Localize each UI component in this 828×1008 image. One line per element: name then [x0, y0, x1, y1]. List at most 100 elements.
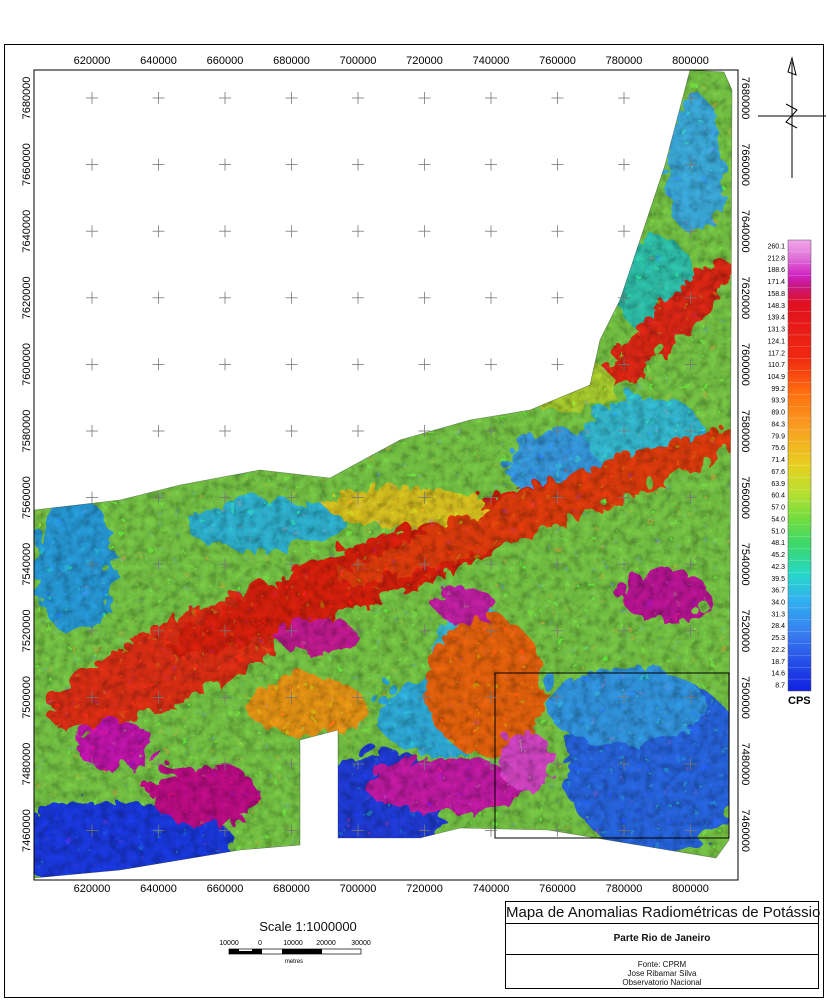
grid-cross: [219, 691, 231, 704]
grid-cross: [418, 558, 431, 571]
grid-cross: [219, 291, 231, 304]
grid-cross: [418, 225, 431, 238]
legend-value: 99.2: [771, 386, 785, 393]
grid-cross: [219, 824, 231, 837]
legend-value: 51.0: [771, 528, 785, 535]
grid-cross: [219, 225, 231, 238]
legend-value: 39.5: [771, 576, 785, 583]
grid-cross: [285, 92, 298, 104]
grid-cross: [352, 758, 364, 770]
grid-cross: [418, 758, 431, 770]
grid-cross: [285, 491, 298, 504]
grid-cross: [684, 758, 697, 770]
grid-cross: [684, 624, 697, 637]
grid-cross: [86, 691, 98, 704]
y-tick-label: 7480000: [739, 743, 751, 786]
legend-value: 28.4: [771, 623, 785, 630]
scale-title: Scale 1:1000000: [259, 919, 357, 934]
x-tick-label: 740000: [473, 883, 510, 895]
grid-cross: [86, 491, 98, 504]
x-tick-label: 640000: [140, 883, 177, 895]
grid-cross: [684, 358, 697, 371]
x-tick-label: 780000: [606, 55, 643, 67]
grid-cross: [618, 491, 630, 504]
grid-cross: [285, 558, 298, 571]
grid-cross: [485, 225, 497, 238]
x-tick-label: 740000: [473, 55, 510, 67]
grid-cross: [551, 824, 564, 837]
scale-label: 20000: [316, 940, 336, 947]
grid-cross: [551, 624, 564, 637]
legend-value: 212.8: [767, 255, 785, 262]
grid-cross: [618, 291, 630, 304]
grid-cross: [285, 291, 298, 304]
y-tick-label: 7500000: [739, 676, 751, 719]
grid-cross: [352, 358, 364, 371]
x-tick-label: 660000: [207, 55, 244, 67]
legend-value: 14.6: [771, 671, 785, 678]
legend-value: 117.2: [768, 350, 785, 357]
grid-cross: [285, 358, 298, 371]
x-tick-label: 660000: [207, 883, 244, 895]
legend-value: 158.8: [767, 291, 785, 298]
grid-cross: [152, 558, 165, 571]
grid-cross: [485, 291, 497, 304]
grid-cross: [285, 824, 298, 837]
grid-cross: [352, 624, 364, 637]
grid-cross: [684, 225, 697, 238]
grid-cross: [684, 491, 697, 504]
legend-value: 84.3: [771, 421, 785, 428]
survey-boundary: [33, 69, 733, 879]
grid-cross: [485, 491, 497, 504]
grid-cross: [86, 225, 98, 238]
legend-value: 79.9: [771, 433, 785, 440]
grid-cross: [618, 758, 630, 770]
credit-line: Jose Ribamar Silva: [627, 969, 697, 978]
legend-value: 67.6: [771, 469, 785, 476]
legend-value: 139.4: [767, 315, 785, 322]
grid-cross: [418, 92, 431, 104]
y-tick-label: 7560000: [21, 476, 33, 519]
grid-cross: [551, 358, 564, 371]
grid-cross: [152, 491, 165, 504]
grid-cross: [684, 92, 697, 104]
x-tick-label: 720000: [406, 883, 443, 895]
grid-cross: [352, 425, 364, 437]
grid-cross: [285, 158, 298, 171]
grid-cross: [551, 691, 564, 704]
color-scale-legend: 260.1 212.8 188.6 171.4 158.8 148.3 139.4 131.3…: [767, 239, 812, 707]
grid-cross: [418, 425, 431, 437]
grid-cross: [485, 691, 497, 704]
scale-label: 0: [258, 940, 262, 947]
y-tick-label: 7580000: [739, 410, 751, 453]
legend-value: 260.1: [767, 243, 785, 250]
grid-cross: [352, 225, 364, 238]
grid-cross: [618, 425, 630, 437]
credits: Fonte: CPRM Jose Ribamar Silva Observato…: [506, 955, 818, 987]
grid-cross: [86, 758, 98, 770]
north-arrow-icon: [758, 56, 826, 178]
x-tick-label: 760000: [539, 883, 576, 895]
legend-value: 31.3: [771, 611, 785, 618]
grid-cross: [618, 558, 630, 571]
y-tick-label: 7500000: [21, 676, 33, 719]
legend-value: 131.3: [767, 327, 785, 334]
x-tick-label: 760000: [539, 55, 576, 67]
legend-value: 42.3: [771, 564, 785, 571]
x-tick-label: 780000: [606, 883, 643, 895]
grid-cross: [285, 624, 298, 637]
grid-cross: [418, 158, 431, 171]
y-axis-left-labels: 7680000 7660000 7640000 7620000 7600000 75800…: [21, 77, 33, 852]
legend-value: 71.4: [771, 457, 785, 464]
grid-cross: [219, 491, 231, 504]
grid-cross: [485, 824, 497, 837]
x-tick-label: 680000: [273, 883, 310, 895]
y-tick-label: 7680000: [739, 77, 751, 120]
y-tick-label: 7620000: [739, 276, 751, 319]
grid-cross: [551, 225, 564, 238]
grid-cross: [551, 558, 564, 571]
grid-cross: [152, 425, 165, 437]
y-tick-label: 7540000: [21, 543, 33, 586]
